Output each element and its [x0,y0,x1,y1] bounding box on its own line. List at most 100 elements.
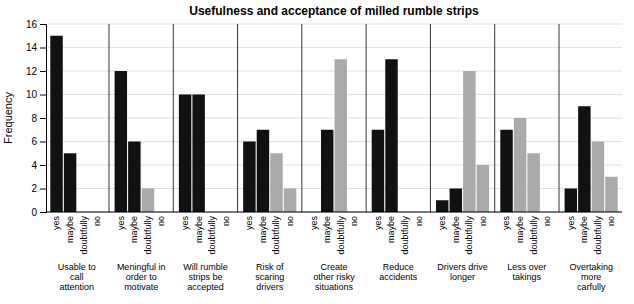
group-label-line: Create [320,262,347,272]
group-label: Less overtakings [507,262,546,282]
bar-group [50,36,76,212]
x-tick: no [413,212,423,226]
x-tick-label: yes [51,216,61,231]
x-tick-label: doubtfully [400,216,410,255]
bar [385,59,397,212]
group-divider [109,24,110,212]
y-tick: 0 [31,207,46,218]
x-tick: maybe [194,212,204,243]
x-tick-label: doubtfully [207,216,217,255]
x-tick: maybe [322,212,332,243]
bar [605,177,617,212]
group-label-line: other risky [313,272,355,282]
group-label-line: more [581,272,602,282]
x-axis-group: yesmaybedoubtfullyno [566,212,617,255]
bar [243,142,255,213]
y-tick-mark [40,48,46,49]
x-axis: yesmaybedoubtfullynoyesmaybedoubtfullyno… [51,212,616,255]
x-tick: doubtfully [79,212,89,255]
bar-group [436,71,489,212]
bar [335,59,347,212]
x-axis-group: yesmaybedoubtfullyno [501,212,552,255]
grid-line [46,47,622,48]
y-axis-title: Frequency [2,92,14,144]
y-tick-mark [40,71,46,72]
x-axis-group: yes maybedoubtfully no [180,212,231,255]
x-tick: doubtfully [143,212,153,255]
bar-group [179,95,205,213]
y-tick-mark [40,142,46,143]
group-label: Meningful inorder tomotivate [117,262,166,292]
x-tick-label: no [285,216,295,226]
bar [500,130,512,212]
x-tick: no [156,212,166,226]
y-tick-label: 14 [26,42,38,53]
bar [192,95,204,213]
x-tick-label: maybe [322,216,332,243]
x-tick-label: doubtfully [143,216,153,255]
x-tick-label: no [156,216,166,226]
bar [514,118,526,212]
group-label-line: accepted [187,282,224,292]
x-tick-label: doubtfully [593,216,603,255]
bar [565,189,577,213]
y-tick-label: 4 [31,160,37,171]
x-tick: doubtfully [271,212,281,255]
y-tick-label: 2 [31,183,37,194]
group-divider [237,24,238,212]
group-label-line: attention [60,282,95,292]
x-tick: yes [373,212,383,230]
x-tick: yes [309,212,319,230]
x-tick-label: maybe [65,216,75,243]
group-divider [559,24,560,212]
x-tick: yes [51,212,61,230]
group-label: Createother riskysituations [313,262,355,292]
x-tick-label: doubtfully [271,216,281,255]
x-tick-label: doubtfully [336,216,346,255]
group-divider [494,24,495,212]
x-tick: no [221,212,231,226]
plot: yesmaybedoubtfullynoyesmaybedoubtfullyno… [2,19,622,292]
group-label: Overtakingmorecarfully [569,262,613,292]
group-divider [430,24,431,212]
x-tick: no [285,212,295,226]
x-axis-group: yes maybe doubtfullyno [51,212,102,255]
y-tick-label: 16 [26,19,38,30]
x-tick-label: no [92,216,102,226]
group-label-line: Overtaking [569,262,613,272]
bar [128,142,140,213]
y-tick-label: 12 [26,66,38,77]
y-tick-label: 6 [31,136,37,147]
group-label-line: longer [450,272,475,282]
group-label-line: call [70,272,84,282]
bar-group [243,130,296,212]
bar [270,153,282,212]
dividers [109,24,559,212]
x-tick: maybe [65,212,75,243]
x-tick: no [478,212,488,226]
group-divider [301,24,302,212]
y-tick-label: 10 [26,89,38,100]
bar [477,165,489,212]
bar [50,36,62,212]
bar-group [115,71,155,212]
x-tick: no [92,212,102,226]
x-tick-label: no [606,216,616,226]
y-tick-mark [40,212,46,213]
group-label: Risk ofscaringdrivers [255,262,284,292]
group-label-line: Usable to [58,262,96,272]
x-tick: doubtfully [464,212,474,255]
x-tick: yes [501,212,511,230]
x-tick: maybe [258,212,268,243]
bar [284,189,296,213]
group-label-line: order to [126,272,157,282]
y-tick: 8 [31,113,46,124]
x-tick: no [349,212,359,226]
group-label-line: takings [513,272,542,282]
x-tick: yes [180,212,190,230]
x-tick-label: maybe [451,216,461,243]
y-tick-mark [40,95,46,96]
x-tick: no [606,212,616,226]
bar [436,200,448,212]
y-tick: 4 [31,160,46,171]
